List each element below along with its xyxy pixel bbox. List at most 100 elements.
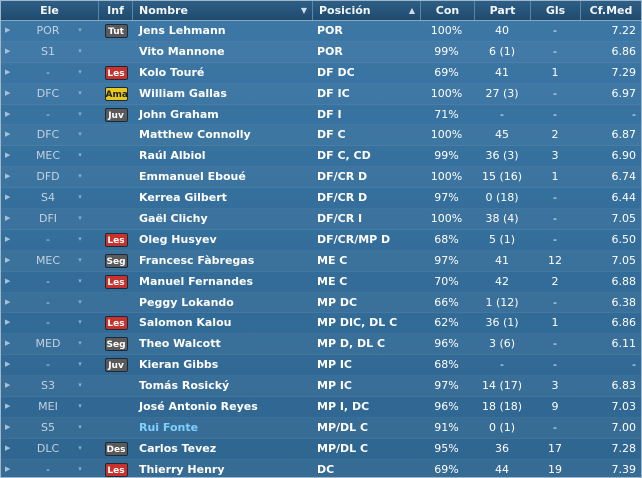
expand-arrow-icon[interactable]: ▶	[5, 234, 11, 243]
player-name[interactable]: John Graham	[139, 107, 219, 121]
player-condition: 68%	[434, 232, 459, 246]
expand-arrow-icon[interactable]: ▶	[5, 46, 11, 55]
expand-arrow-icon[interactable]: ▶	[5, 255, 11, 264]
expand-arrow-icon[interactable]: ▶	[5, 464, 11, 473]
chevron-down-icon[interactable]: ▾	[78, 172, 82, 181]
table-row[interactable]: ▶ - ▾ Les Oleg Husyev DF/CR/MP D 68% 5 (1) - 6.50	[1, 230, 641, 251]
chevron-down-icon[interactable]: ▾	[78, 422, 82, 431]
table-row[interactable]: ▶ MEC ▾ Seg Francesc Fàbregas ME C 97% 41 12 7.05	[1, 251, 641, 272]
player-name[interactable]: Raúl Albiol	[139, 149, 206, 163]
chevron-down-icon[interactable]: ▾	[78, 234, 82, 243]
chevron-down-icon[interactable]: ▾	[78, 214, 82, 223]
table-row[interactable]: ▶ S4 ▾ Kerrea Gilbert DF/CR D 97% 0 (18) - 6.44	[1, 188, 641, 210]
player-name[interactable]: Jens Lehmann	[139, 24, 226, 37]
chevron-down-icon[interactable]: ▾	[78, 443, 82, 452]
chevron-down-icon[interactable]: ▾	[78, 67, 82, 76]
chevron-down-icon[interactable]: ▾	[78, 339, 82, 348]
table-row[interactable]: ▶ MEI ▾ José Antonio Reyes MP I, DC 96% 18 (18…	[1, 397, 641, 418]
expand-arrow-icon[interactable]: ▶	[5, 26, 11, 34]
player-name[interactable]: Rui Fonte	[139, 420, 199, 434]
chevron-down-icon[interactable]: ▾	[78, 88, 82, 97]
player-name[interactable]: Kolo Touré	[139, 65, 205, 79]
chevron-down-icon[interactable]: ▾	[78, 255, 82, 264]
table-row[interactable]: ▶ DFI ▾ Gaël Clichy DF/CR I 100% 38 (4) - 7.05	[1, 209, 641, 230]
table-row[interactable]: ▶ - ▾ Juv Kieran Gibbs MP IC 68% - - -	[1, 355, 641, 377]
player-name[interactable]: Francesc Fàbregas	[139, 253, 255, 267]
chevron-down-icon[interactable]: ▾	[78, 360, 82, 369]
chevron-down-icon[interactable]: ▾	[78, 381, 82, 390]
expand-arrow-icon[interactable]: ▶	[5, 381, 11, 390]
expand-arrow-icon[interactable]: ▶	[5, 109, 11, 118]
col-header-posicion[interactable]: Posición ▲	[313, 1, 421, 20]
chevron-down-icon[interactable]: ▾	[78, 318, 82, 327]
table-row[interactable]: ▶ S5 ▾ Rui Fonte MP/DL C 91% 0 (1) - 7.00	[1, 418, 641, 439]
player-name[interactable]: José Antonio Reyes	[139, 400, 258, 414]
table-row[interactable]: ▶ POR ▾ Tut Jens Lehmann POR 100% 40 - 7.22	[1, 21, 641, 42]
expand-arrow-icon[interactable]: ▶	[5, 443, 11, 452]
player-name[interactable]: Oleg Husyev	[139, 232, 217, 246]
col-header-cfmed[interactable]: Cf.Med	[581, 1, 641, 20]
expand-arrow-icon[interactable]: ▶	[5, 172, 11, 181]
table-row[interactable]: ▶ - ▾ Les Thierry Henry DC 69% 44 19 7.39	[1, 460, 641, 477]
expand-arrow-icon[interactable]: ▶	[5, 151, 11, 160]
chevron-down-icon[interactable]: ▾	[78, 402, 82, 411]
expand-arrow-icon[interactable]: ▶	[5, 318, 11, 327]
col-header-gls[interactable]: Gls	[531, 1, 581, 20]
player-avg-rating: 7.22	[611, 24, 637, 37]
expand-arrow-icon[interactable]: ▶	[5, 193, 11, 202]
table-row[interactable]: ▶ - ▾ Juv John Graham DF I 71% - - -	[1, 105, 641, 126]
chevron-down-icon[interactable]: ▾	[78, 297, 82, 306]
expand-arrow-icon[interactable]: ▶	[5, 360, 11, 369]
player-name[interactable]: Vito Mannone	[139, 44, 225, 58]
player-name[interactable]: Emmanuel Eboué	[139, 170, 246, 184]
table-row[interactable]: ▶ DFD ▾ Emmanuel Eboué DF/CR D 100% 15 (16) 1 6.…	[1, 167, 641, 189]
expand-arrow-icon[interactable]: ▶	[5, 422, 11, 431]
player-name[interactable]: Thierry Henry	[139, 462, 225, 476]
chevron-down-icon[interactable]: ▾	[78, 109, 82, 118]
expand-arrow-icon[interactable]: ▶	[5, 130, 11, 139]
table-row[interactable]: ▶ S3 ▾ Tomás Rosický MP IC 97% 14 (17) 3 6.83	[1, 376, 641, 398]
expand-arrow-icon[interactable]: ▶	[5, 67, 11, 76]
table-row[interactable]: ▶ - ▾ Les Manuel Fernandes ME C 70% 42 2 6.88	[1, 272, 641, 293]
table-row[interactable]: ▶ DFC ▾ Ama William Gallas DF IC 100% 27 (3) - 6.…	[1, 84, 641, 105]
chevron-down-icon[interactable]: ▾	[78, 151, 82, 160]
expand-arrow-icon[interactable]: ▶	[5, 214, 11, 223]
chevron-down-icon[interactable]: ▾	[78, 193, 82, 202]
player-name[interactable]: Kerrea Gilbert	[139, 191, 227, 205]
table-row[interactable]: ▶ - ▾ Peggy Lokando MP DC 66% 1 (12) - 6.38	[1, 293, 641, 314]
chevron-down-icon[interactable]: ▾	[78, 276, 82, 285]
table-row[interactable]: ▶ S1 ▾ Vito Mannone POR 99% 6 (1) - 6.86	[1, 42, 641, 63]
table-row[interactable]: ▶ DLC ▾ Des Carlos Tevez MP/DL C 95% 36 17 7.28	[1, 439, 641, 460]
player-name[interactable]: Tomás Rosický	[139, 379, 230, 393]
chevron-down-icon[interactable]: ▾	[78, 464, 82, 473]
table-row[interactable]: ▶ MED ▾ Seg Theo Walcott MP D, DL C 96% 3 (6) - 6…	[1, 334, 641, 356]
chevron-down-icon[interactable]: ▾	[78, 130, 82, 139]
expand-arrow-icon[interactable]: ▶	[5, 339, 11, 348]
player-name[interactable]: Matthew Connolly	[139, 128, 251, 142]
table-row[interactable]: ▶ - ▾ Les Salomon Kalou MP DIC, DL C 62% 36 (1)…	[1, 313, 641, 335]
col-header-part[interactable]: Part	[475, 1, 531, 20]
player-name[interactable]: Salomon Kalou	[139, 316, 232, 330]
col-header-inf[interactable]: Inf	[99, 1, 133, 20]
table-row[interactable]: ▶ MEC ▾ Raúl Albiol DF C, CD 99% 36 (3) 3 6.90	[1, 146, 641, 168]
expand-arrow-icon[interactable]: ▶	[5, 297, 11, 306]
player-role: -	[46, 274, 50, 288]
player-name[interactable]: Carlos Tevez	[139, 441, 217, 455]
chevron-down-icon[interactable]: ▾	[78, 46, 82, 55]
player-name[interactable]: William Gallas	[139, 86, 227, 100]
col-header-cfmed-label: Cf.Med	[589, 4, 633, 17]
player-name[interactable]: Kieran Gibbs	[139, 358, 219, 372]
table-row[interactable]: ▶ - ▾ Les Kolo Touré DF DC 69% 41 1 7.29	[1, 63, 641, 84]
chevron-down-icon[interactable]: ▾	[78, 26, 82, 34]
expand-arrow-icon[interactable]: ▶	[5, 402, 11, 411]
player-name[interactable]: Peggy Lokando	[139, 295, 234, 309]
col-header-ele[interactable]: Ele	[1, 1, 99, 20]
col-header-con[interactable]: Con	[421, 1, 475, 20]
col-header-nombre[interactable]: Nombre ▼	[133, 1, 313, 20]
expand-arrow-icon[interactable]: ▶	[5, 88, 11, 97]
player-name[interactable]: Manuel Fernandes	[139, 274, 254, 288]
table-row[interactable]: ▶ DFC ▾ Matthew Connolly DF C 100% 45 2 6.87	[1, 125, 641, 147]
player-name[interactable]: Gaël Clichy	[139, 212, 208, 226]
expand-arrow-icon[interactable]: ▶	[5, 276, 11, 285]
player-name[interactable]: Theo Walcott	[139, 337, 221, 351]
